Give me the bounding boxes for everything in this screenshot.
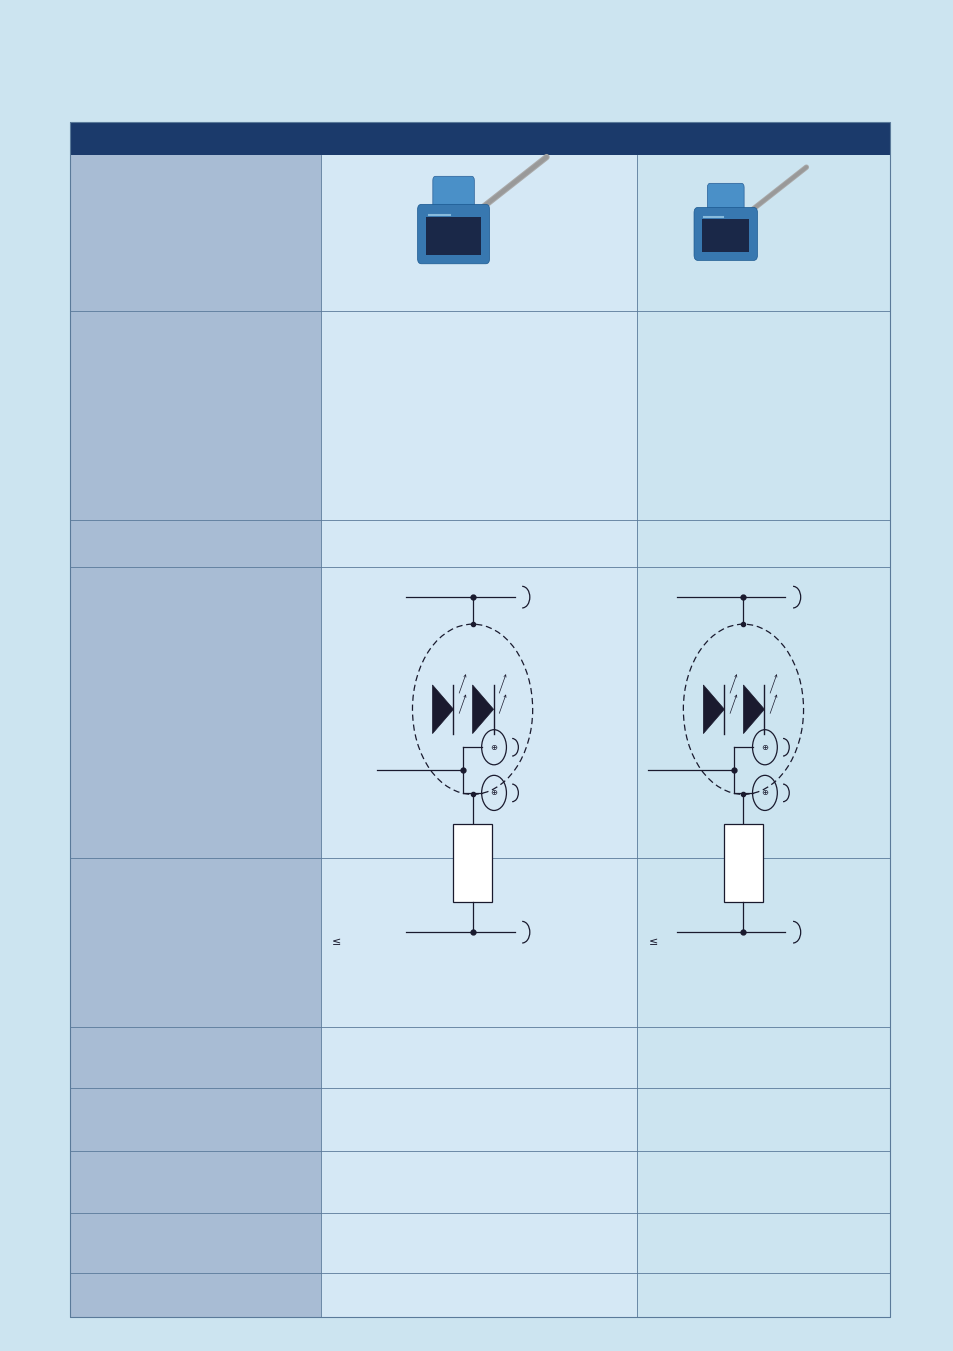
Bar — [426, 216, 480, 255]
Bar — [637, 1213, 889, 1273]
Bar — [320, 1027, 637, 1088]
Bar — [637, 311, 889, 520]
Bar — [637, 1273, 889, 1317]
Bar — [70, 1213, 320, 1273]
FancyBboxPatch shape — [707, 184, 743, 227]
Bar — [320, 567, 637, 858]
Bar — [637, 567, 889, 858]
Bar — [320, 1213, 637, 1273]
Bar — [637, 1151, 889, 1213]
Bar — [70, 567, 320, 858]
Text: ≤: ≤ — [332, 938, 341, 947]
Bar — [637, 155, 889, 311]
FancyBboxPatch shape — [433, 176, 474, 224]
Polygon shape — [472, 685, 493, 734]
FancyBboxPatch shape — [417, 204, 489, 263]
FancyBboxPatch shape — [694, 208, 757, 261]
Bar — [70, 520, 320, 567]
Text: ⊕: ⊕ — [760, 789, 767, 797]
Bar — [320, 155, 637, 311]
Bar — [637, 1088, 889, 1151]
Polygon shape — [432, 685, 453, 734]
Bar — [320, 311, 637, 520]
Bar — [70, 1027, 320, 1088]
Text: ≤: ≤ — [648, 938, 658, 947]
Bar — [70, 858, 320, 1027]
Bar — [70, 1273, 320, 1317]
Text: ⊕: ⊕ — [760, 743, 767, 751]
Polygon shape — [742, 685, 763, 734]
Bar — [637, 1027, 889, 1088]
Bar — [70, 311, 320, 520]
Bar — [320, 1088, 637, 1151]
Bar — [320, 1273, 637, 1317]
Bar — [70, 1151, 320, 1213]
Bar — [320, 520, 637, 567]
Bar — [637, 520, 889, 567]
Text: ⊕: ⊕ — [490, 789, 497, 797]
Bar — [453, 824, 491, 902]
Bar — [70, 155, 320, 311]
Bar — [320, 1151, 637, 1213]
Bar — [701, 219, 748, 253]
Bar — [70, 122, 889, 155]
Polygon shape — [702, 685, 723, 734]
Bar — [70, 122, 889, 1317]
Text: ⊕: ⊕ — [490, 743, 497, 751]
Bar — [637, 858, 889, 1027]
Bar — [320, 858, 637, 1027]
Bar — [70, 1088, 320, 1151]
Bar — [723, 824, 761, 902]
